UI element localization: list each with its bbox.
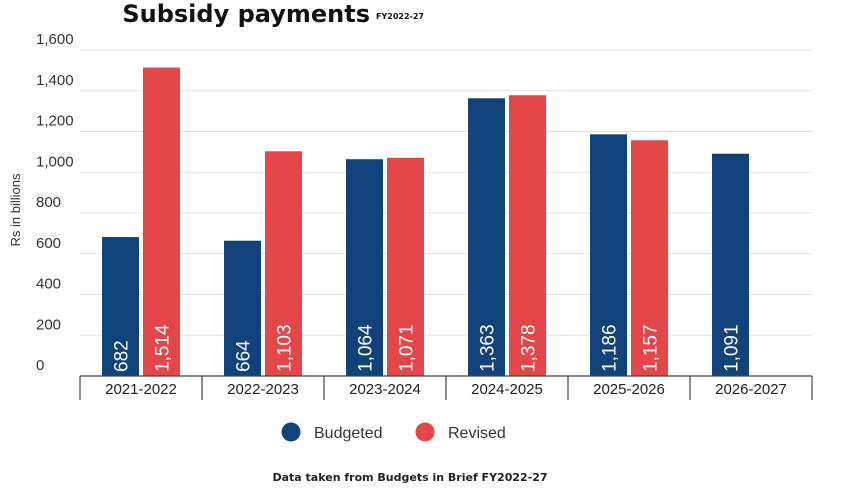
legend: Budgeted Revised — [281, 422, 506, 442]
legend-label-budgeted: Budgeted — [314, 425, 383, 442]
data-label: 1,157 — [641, 324, 662, 372]
y-tick-label: 600 — [36, 235, 61, 252]
bar-revised-2024-2025 — [509, 95, 546, 377]
y-tick-label: 800 — [36, 194, 61, 211]
bar-revised-2025-2026 — [631, 140, 668, 376]
x-tick-label: 2021-2022 — [105, 381, 177, 398]
data-label: 1,186 — [600, 324, 621, 372]
y-axis-label: Rs in billions — [8, 173, 23, 246]
x-axis: 2021-2022 2022-2023 2023-2024 2024-2025 2025… — [79, 375, 813, 400]
y-tick-label: 1,600 — [36, 31, 74, 48]
legend-label-revised: Revised — [448, 425, 506, 442]
bars: 682 664 1,064 1,363 1,186 1,091 1,514 1,103 1,07… — [102, 67, 749, 377]
data-label: 682 — [112, 340, 133, 372]
chart-title: Subsidy payments FY2022-27 — [122, 0, 424, 28]
data-label: 1,091 — [722, 324, 743, 372]
x-tick-label: 2025-2026 — [593, 381, 665, 398]
data-label: 1,071 — [397, 324, 418, 372]
footnote: Data taken from Budgets in Brief FY2022-… — [272, 471, 547, 484]
x-tick-label: 2024-2025 — [471, 381, 543, 398]
bar-budgeted-2021-2022 — [102, 237, 139, 376]
y-axis: 0 200 400 600 800 1,000 1,200 1,400 1,600 — [36, 31, 74, 374]
bar-budgeted-2024-2025 — [468, 98, 505, 376]
y-tick-label: 0 — [36, 357, 44, 374]
y-tick-label: 1,000 — [36, 153, 74, 170]
x-tick-label: 2022-2023 — [227, 381, 299, 398]
x-tick-label: 2023-2024 — [349, 381, 421, 398]
data-label: 1,378 — [519, 324, 540, 372]
y-tick-label: 400 — [36, 276, 61, 293]
data-label: 1,103 — [275, 324, 296, 372]
y-tick-label: 1,200 — [36, 113, 74, 130]
y-tick-label: 200 — [36, 316, 61, 333]
data-label: 1,514 — [153, 324, 174, 372]
bar-budgeted-2022-2023 — [224, 240, 261, 376]
chart-title-text: Subsidy payments — [122, 0, 370, 28]
data-label: 1,363 — [478, 324, 499, 372]
y-tick-label: 1,400 — [36, 72, 74, 89]
bar-budgeted-2023-2024 — [346, 159, 383, 376]
bar-revised-2021-2022 — [143, 67, 180, 377]
legend-swatch-budgeted — [281, 422, 301, 442]
chart-subtitle-text: FY2022-27 — [376, 12, 424, 21]
bar-revised-2022-2023 — [265, 151, 302, 376]
bar-budgeted-2026-2027 — [712, 153, 749, 376]
bar-revised-2023-2024 — [387, 157, 424, 376]
bar-budgeted-2025-2026 — [590, 134, 627, 376]
data-label: 1,064 — [356, 324, 377, 372]
x-tick-label: 2026-2027 — [715, 381, 787, 398]
data-label: 664 — [234, 340, 255, 372]
gridlines — [80, 49, 812, 336]
legend-swatch-revised — [415, 422, 435, 442]
